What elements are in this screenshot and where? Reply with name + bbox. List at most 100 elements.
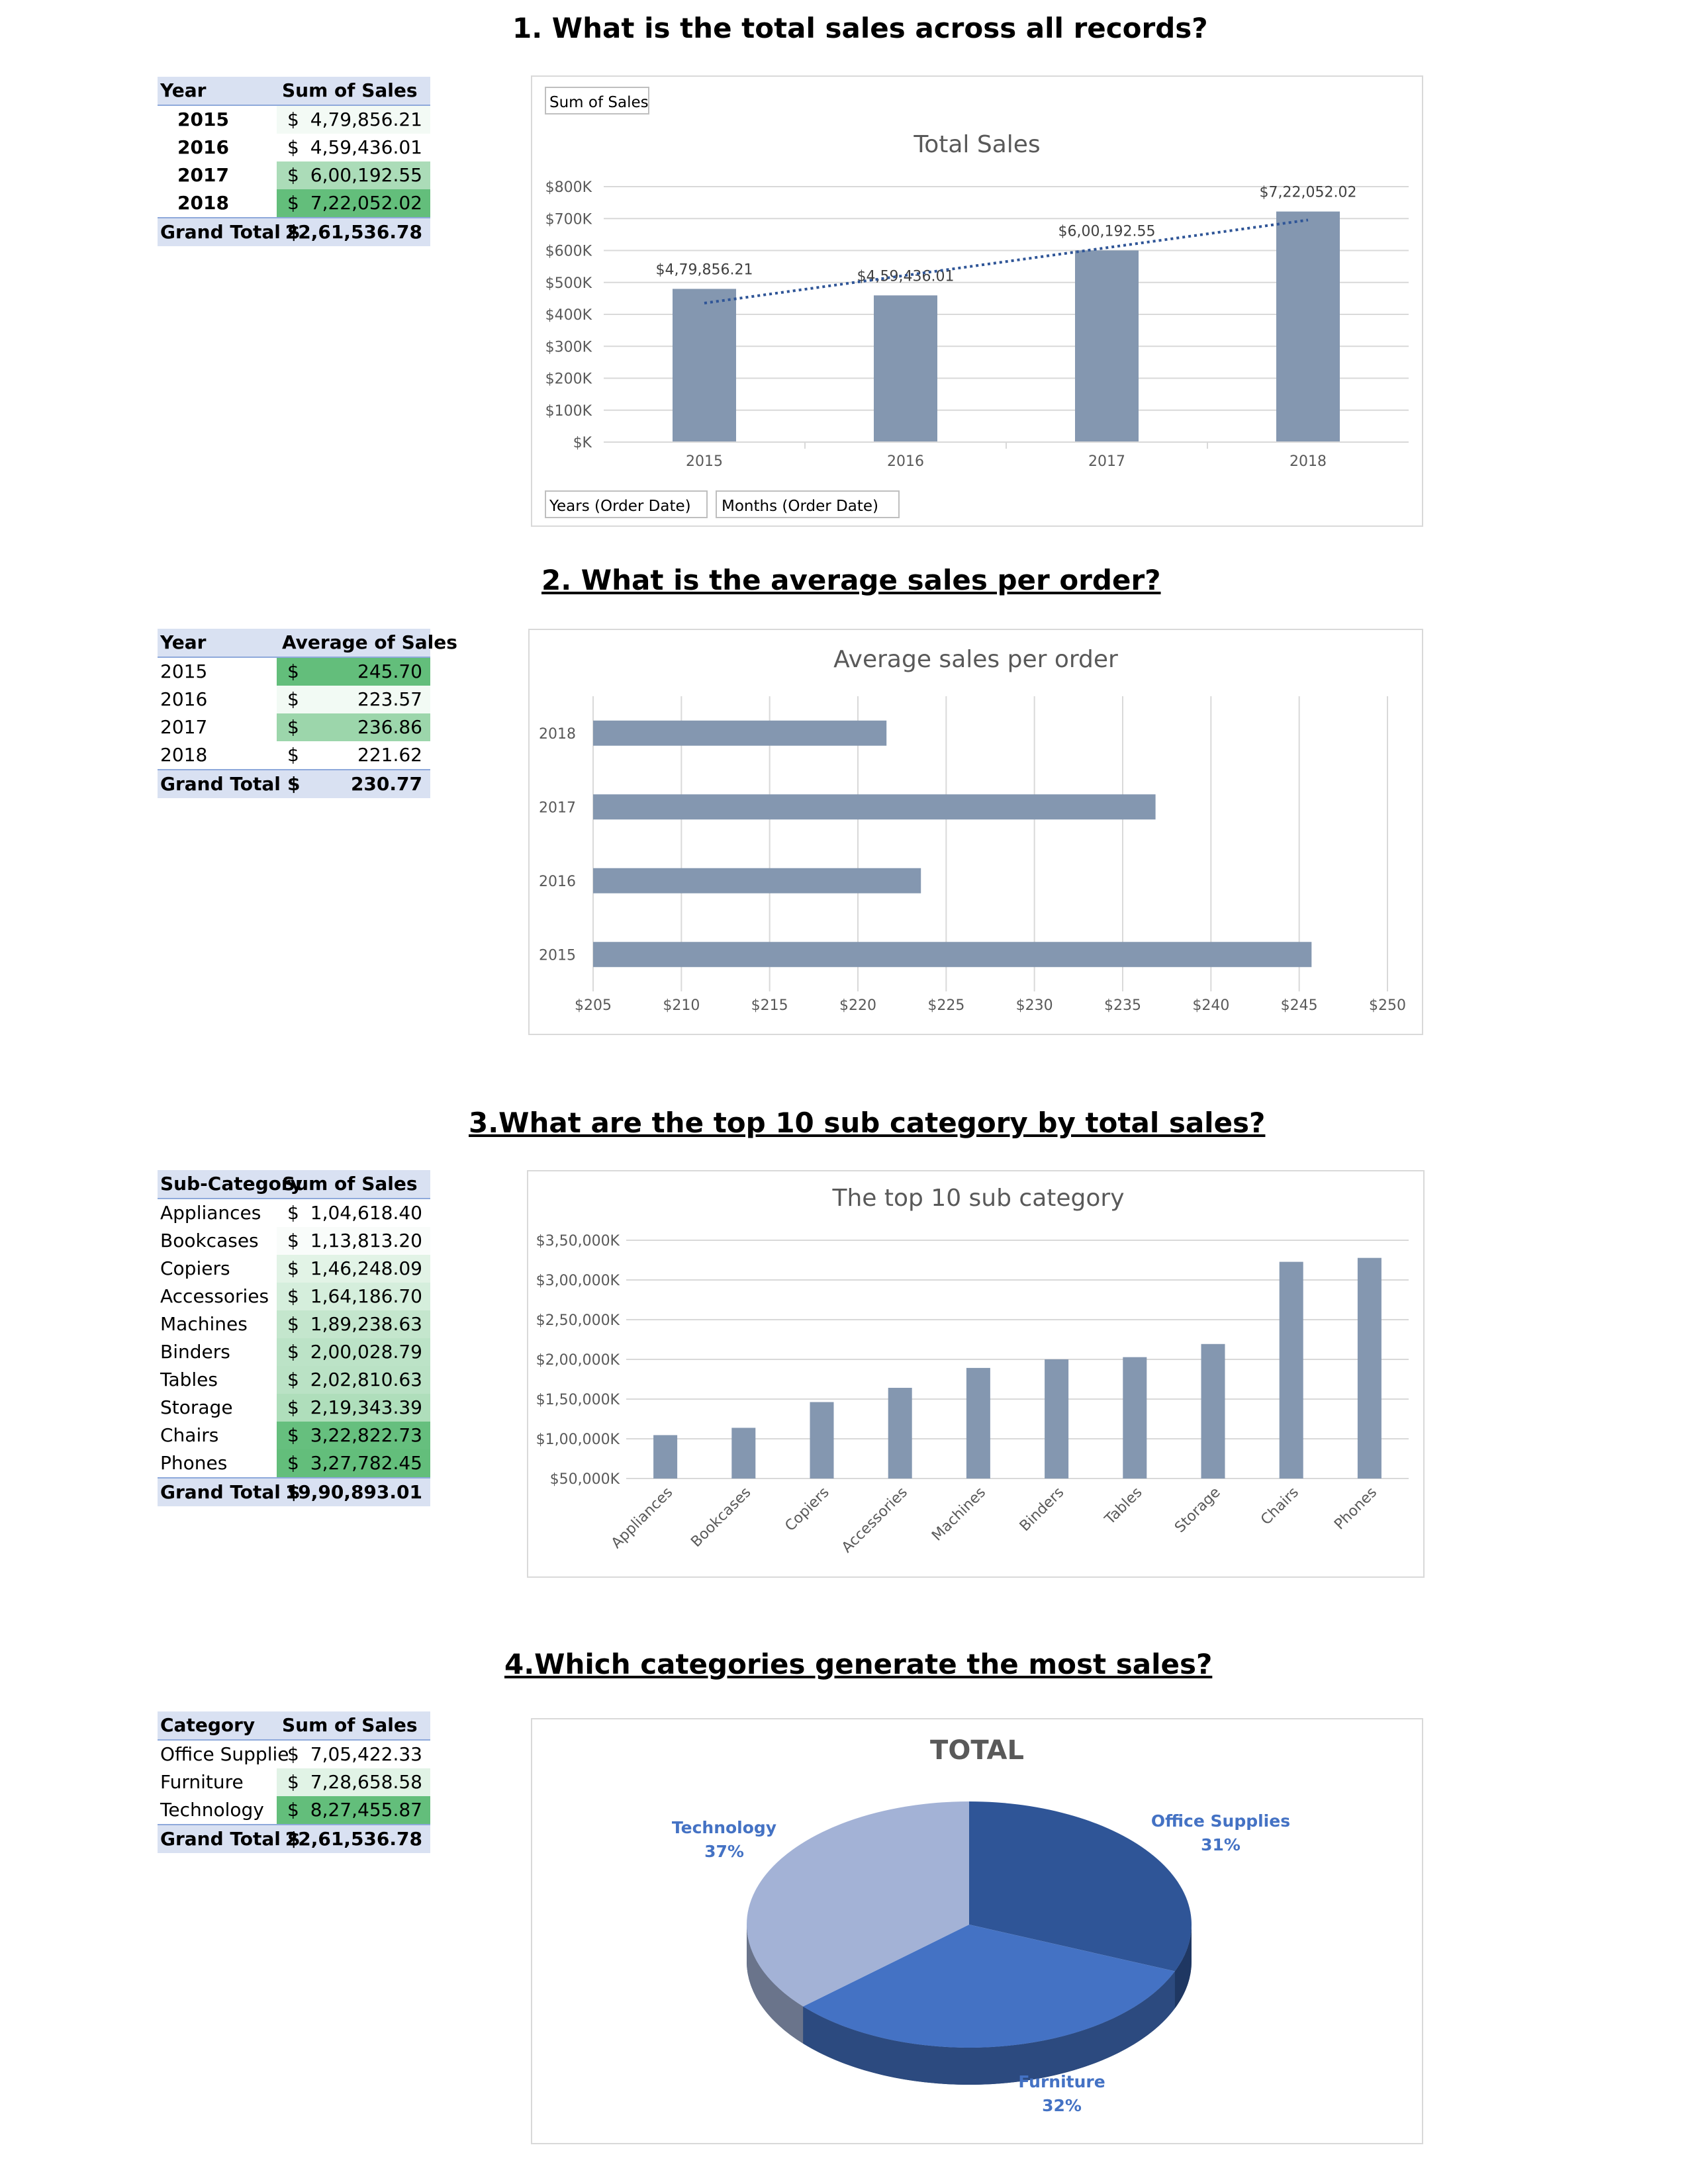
pivot-currency: $ xyxy=(287,1799,299,1821)
pivot-col2-header: Sum of Sales xyxy=(282,1714,418,1736)
conditional-format-fill xyxy=(277,686,430,713)
bar[interactable] xyxy=(673,289,736,442)
pivot-row-label: 2017 xyxy=(160,716,208,738)
pivot-row: 2016 $223.57 xyxy=(158,686,430,713)
conditional-format-fill xyxy=(277,658,430,686)
conditional-format-fill xyxy=(277,134,430,161)
chart-title: TOTAL xyxy=(930,1735,1024,1766)
x-category-label: Chairs xyxy=(1258,1484,1302,1529)
y-tick-label: $1,00,000K xyxy=(536,1432,620,1448)
conditional-format-fill xyxy=(277,161,430,189)
bar[interactable] xyxy=(1279,1261,1303,1479)
pivot-row: Phones $3,27,782.45 xyxy=(158,1449,430,1477)
x-category-label: Tables xyxy=(1102,1484,1146,1529)
pivot-total-label: Grand Total xyxy=(160,221,281,243)
bar[interactable] xyxy=(966,1367,990,1479)
pivot-row-label: Copiers xyxy=(160,1257,230,1279)
pivot-row: 2017 $6,00,192.55 xyxy=(158,161,430,189)
pivot-row: Tables $2,02,810.63 xyxy=(158,1366,430,1394)
conditional-format-fill xyxy=(277,1796,430,1824)
pivot-value: 8,27,455.87 xyxy=(310,1799,422,1821)
axis-button-months[interactable]: Months (Order Date) xyxy=(716,490,900,518)
conditional-format-fill xyxy=(277,1768,430,1796)
bar[interactable] xyxy=(593,868,921,893)
axis-button-label: Years (Order Date) xyxy=(549,498,691,515)
pie-slice[interactable] xyxy=(969,1801,1192,1972)
bar[interactable] xyxy=(731,1428,756,1479)
x-tick-label: $230 xyxy=(1016,997,1053,1014)
bar[interactable] xyxy=(888,1387,912,1479)
section-4-heading: 4.Which categories generate the most sal… xyxy=(504,1648,1213,1680)
pie-slice[interactable] xyxy=(747,1801,969,2007)
pivot-row-label: 2016 xyxy=(160,688,208,710)
x-tick-label: $210 xyxy=(663,997,700,1014)
conditional-format-fill xyxy=(277,1338,430,1366)
y-tick-label: $2,00,000K xyxy=(536,1352,620,1369)
y-tick-label: $400K xyxy=(545,307,592,324)
bar[interactable] xyxy=(1201,1343,1225,1479)
bar[interactable] xyxy=(593,942,1312,968)
pivot-row-label: Tables xyxy=(160,1369,218,1390)
bar[interactable] xyxy=(1357,1257,1382,1479)
x-category-label: Accessories xyxy=(839,1484,911,1557)
pivot-row: 2015 $245.70 xyxy=(158,658,430,686)
conditional-format-fill xyxy=(277,713,430,741)
y-tick-label: $200K xyxy=(545,371,592,388)
subcategory-chart: $50,000K $1,00,000K $1,50,000K $2,00,000K $2… xyxy=(527,1170,1425,1578)
y-category-label: 2015 xyxy=(539,947,576,964)
pivot-header-row: Category Sum of Sales xyxy=(158,1711,430,1741)
field-button-sum-of-sales[interactable]: Sum of Sales xyxy=(545,87,649,114)
pivot-value: 3,27,782.45 xyxy=(310,1452,422,1474)
pivot-total-label: Grand Total xyxy=(160,1828,281,1850)
pivot-grand-total-row: Grand Total $22,61,536.78 xyxy=(158,1824,430,1853)
pivot-col1-header: Sub-Category xyxy=(160,1173,303,1195)
pie-slice-side xyxy=(747,1925,804,2044)
bar[interactable] xyxy=(593,794,1156,820)
pivot-header-row: Year Sum of Sales xyxy=(158,77,430,106)
pivot-currency: $ xyxy=(287,1771,299,1793)
bar[interactable] xyxy=(874,295,937,442)
data-label: $4,79,856.21 xyxy=(656,261,753,278)
pivot-row-label: Furniture xyxy=(160,1771,244,1793)
bar[interactable] xyxy=(1123,1357,1147,1479)
x-tick-label: $205 xyxy=(575,997,612,1014)
category-pie-chart: TOTAL Office Supplies 31% Furniture 32% Tech… xyxy=(531,1718,1423,2144)
bar[interactable] xyxy=(810,1402,834,1479)
pivot-value: 2,00,028.79 xyxy=(310,1341,422,1363)
chart-title: Average sales per order xyxy=(833,646,1118,673)
chart-title: The top 10 sub category xyxy=(831,1185,1124,1212)
pivot-value: 4,79,856.21 xyxy=(310,109,422,130)
pie-slice[interactable] xyxy=(803,1925,1175,2048)
y-tick-label: $1,50,000K xyxy=(536,1392,620,1408)
y-tick-label: $800K xyxy=(545,179,592,196)
pivot-col2-header: Average of Sales xyxy=(282,631,457,653)
bar[interactable] xyxy=(1075,250,1139,442)
pivot-value: 223.57 xyxy=(357,688,422,710)
pie-label-name: Office Supplies xyxy=(1151,1811,1290,1831)
pie-slice-side xyxy=(1174,1925,1192,2009)
pivot-row: Appliances $1,04,618.40 xyxy=(158,1199,430,1227)
x-tick-label: $235 xyxy=(1104,997,1141,1014)
y-tick-label: $3,00,000K xyxy=(536,1273,620,1289)
pivot-currency: $ xyxy=(287,164,299,186)
bar[interactable] xyxy=(593,720,887,746)
axis-button-years[interactable]: Years (Order Date) xyxy=(545,490,708,518)
trendline xyxy=(704,218,1309,304)
pie-slice-side xyxy=(803,1971,1175,2085)
section-2-heading: 2. What is the average sales per order? xyxy=(541,564,1161,596)
bar[interactable] xyxy=(1045,1359,1069,1479)
conditional-format-fill xyxy=(277,1422,430,1449)
conditional-format-fill xyxy=(277,1310,430,1338)
bar[interactable] xyxy=(653,1435,678,1479)
conditional-format-fill xyxy=(277,1449,430,1477)
pivot-value: 7,22,052.02 xyxy=(310,192,422,214)
pivot-row-label: 2015 xyxy=(177,109,229,130)
pivot-total-currency: $ xyxy=(287,773,301,795)
pivot-row: Chairs $3,22,822.73 xyxy=(158,1422,430,1449)
pivot-currency: $ xyxy=(287,1396,299,1418)
pivot-row: Copiers $1,46,248.09 xyxy=(158,1255,430,1283)
pivot-col1-header: Category xyxy=(160,1714,256,1736)
pivot-col2-header: Sum of Sales xyxy=(282,1173,418,1195)
bar[interactable] xyxy=(1276,211,1340,442)
conditional-format-fill xyxy=(277,1283,430,1310)
